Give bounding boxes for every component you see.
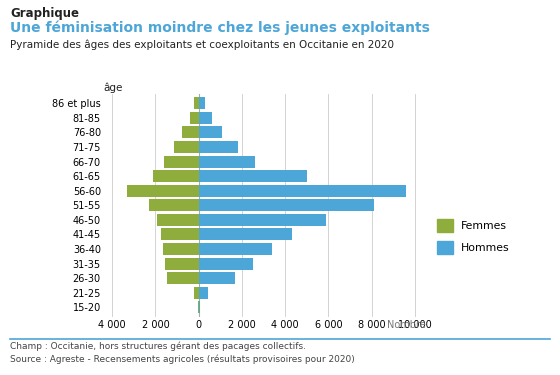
Text: Pyramide des âges des exploitants et coexploitants en Occitanie en 2020: Pyramide des âges des exploitants et coe… bbox=[10, 39, 394, 50]
Bar bbox=[161, 228, 199, 240]
Bar bbox=[199, 214, 326, 226]
Text: âge: âge bbox=[104, 82, 123, 93]
Bar bbox=[199, 97, 205, 109]
Text: Source : Agreste - Recensements agricoles (résultats provisoires pour 2020): Source : Agreste - Recensements agricole… bbox=[10, 354, 355, 364]
Bar bbox=[199, 272, 235, 284]
Bar bbox=[199, 112, 212, 124]
Bar bbox=[164, 156, 199, 168]
Text: Graphique: Graphique bbox=[10, 7, 79, 20]
Bar bbox=[199, 185, 406, 197]
Bar bbox=[165, 258, 199, 270]
Text: Champ : Occitanie, hors structures gérant des pacages collectifs.: Champ : Occitanie, hors structures géran… bbox=[10, 341, 306, 351]
Bar bbox=[199, 141, 237, 153]
Bar bbox=[163, 243, 199, 255]
Bar bbox=[199, 228, 292, 240]
Bar bbox=[183, 126, 199, 138]
Bar bbox=[199, 156, 255, 168]
Text: Nombre: Nombre bbox=[387, 320, 426, 330]
Bar bbox=[194, 97, 199, 109]
Bar bbox=[174, 141, 199, 153]
Bar bbox=[153, 170, 199, 182]
Bar bbox=[149, 200, 199, 211]
Bar bbox=[194, 287, 199, 299]
Bar bbox=[199, 200, 374, 211]
Bar bbox=[199, 302, 200, 313]
Bar bbox=[199, 126, 222, 138]
Bar bbox=[167, 272, 199, 284]
Bar bbox=[199, 243, 272, 255]
Bar bbox=[199, 170, 307, 182]
Bar bbox=[190, 112, 199, 124]
Bar bbox=[199, 287, 208, 299]
Bar bbox=[157, 214, 199, 226]
Bar bbox=[127, 185, 199, 197]
Text: Une féminisation moindre chez les jeunes exploitants: Une féminisation moindre chez les jeunes… bbox=[10, 20, 430, 35]
Legend: Femmes, Hommes: Femmes, Hommes bbox=[437, 219, 510, 254]
Bar bbox=[199, 258, 253, 270]
